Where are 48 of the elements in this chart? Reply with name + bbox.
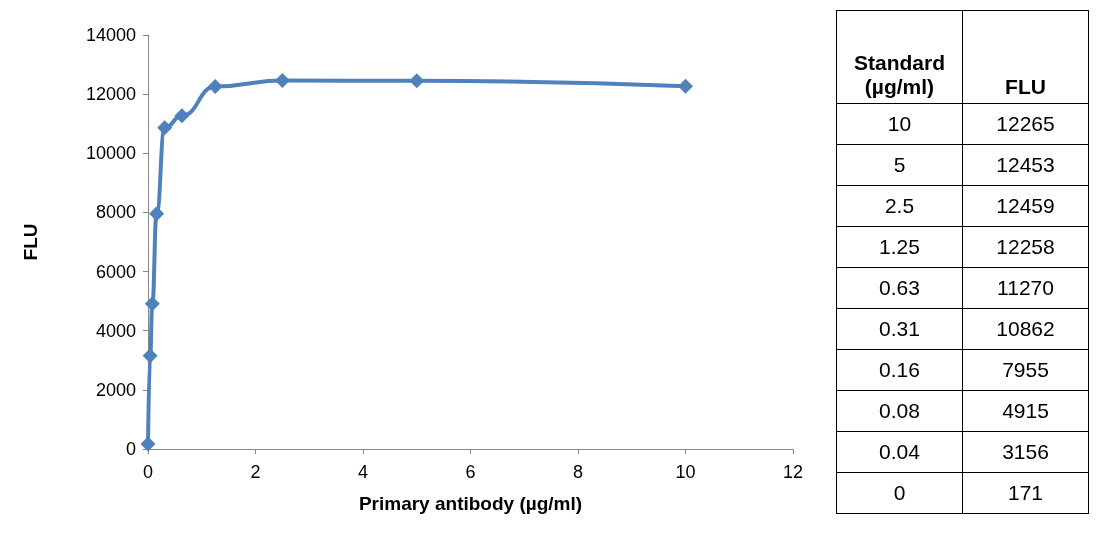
point (409, 73, 425, 89)
text: 0.63 (836, 267, 963, 309)
text: FLU (962, 10, 1089, 104)
y-tick-label: 4000 (95, 320, 136, 341)
point (149, 206, 165, 222)
point (144, 296, 160, 312)
text: 0.04 (836, 431, 963, 473)
text: 7955 (962, 349, 1089, 391)
y-tick-label: 8000 (95, 202, 136, 223)
x-tick-label: 0 (142, 462, 154, 482)
text: 10862 (962, 308, 1089, 350)
text: 12459 (962, 185, 1089, 227)
text: 12258 (962, 226, 1089, 268)
point (207, 79, 223, 95)
y-axis-title: FLU (20, 223, 41, 261)
x-tick-label: 8 (572, 462, 584, 482)
text: 12265 (962, 103, 1089, 145)
text: 1.25 (836, 226, 963, 268)
point (174, 108, 190, 124)
x-tick-label: 6 (465, 462, 476, 482)
text: 3156 (962, 431, 1089, 473)
x-axis-title: Primary antibody (µg/ml) (358, 493, 583, 514)
y-tick-label: 10000 (85, 143, 136, 164)
text: 0.16 (836, 349, 963, 391)
text: 0.31 (836, 308, 963, 350)
text: 12453 (962, 144, 1089, 186)
text: 4915 (962, 390, 1089, 432)
point (142, 348, 158, 364)
text: 171 (962, 472, 1089, 514)
y-tick-label: 6000 (95, 261, 136, 282)
text: Standard (µg/ml) (836, 10, 963, 104)
x-tick-label: 2 (250, 462, 261, 482)
x-tick-label: 10 (675, 462, 696, 482)
y-tick-label: 14000 (85, 25, 136, 45)
x-tick-label: 12 (782, 462, 804, 482)
point (678, 78, 693, 94)
x-tick-label: 4 (357, 462, 369, 482)
text: 5 (836, 144, 963, 186)
text: 11270 (962, 267, 1089, 309)
text: 0.08 (836, 390, 963, 432)
point (140, 436, 156, 452)
y-tick-label: 12000 (85, 84, 136, 105)
y-tick-label: 0 (125, 439, 136, 459)
text: 10 (836, 103, 963, 145)
point (274, 73, 290, 89)
point (157, 120, 173, 136)
text: 2.5 (836, 185, 963, 227)
y-tick-label: 2000 (95, 379, 136, 400)
